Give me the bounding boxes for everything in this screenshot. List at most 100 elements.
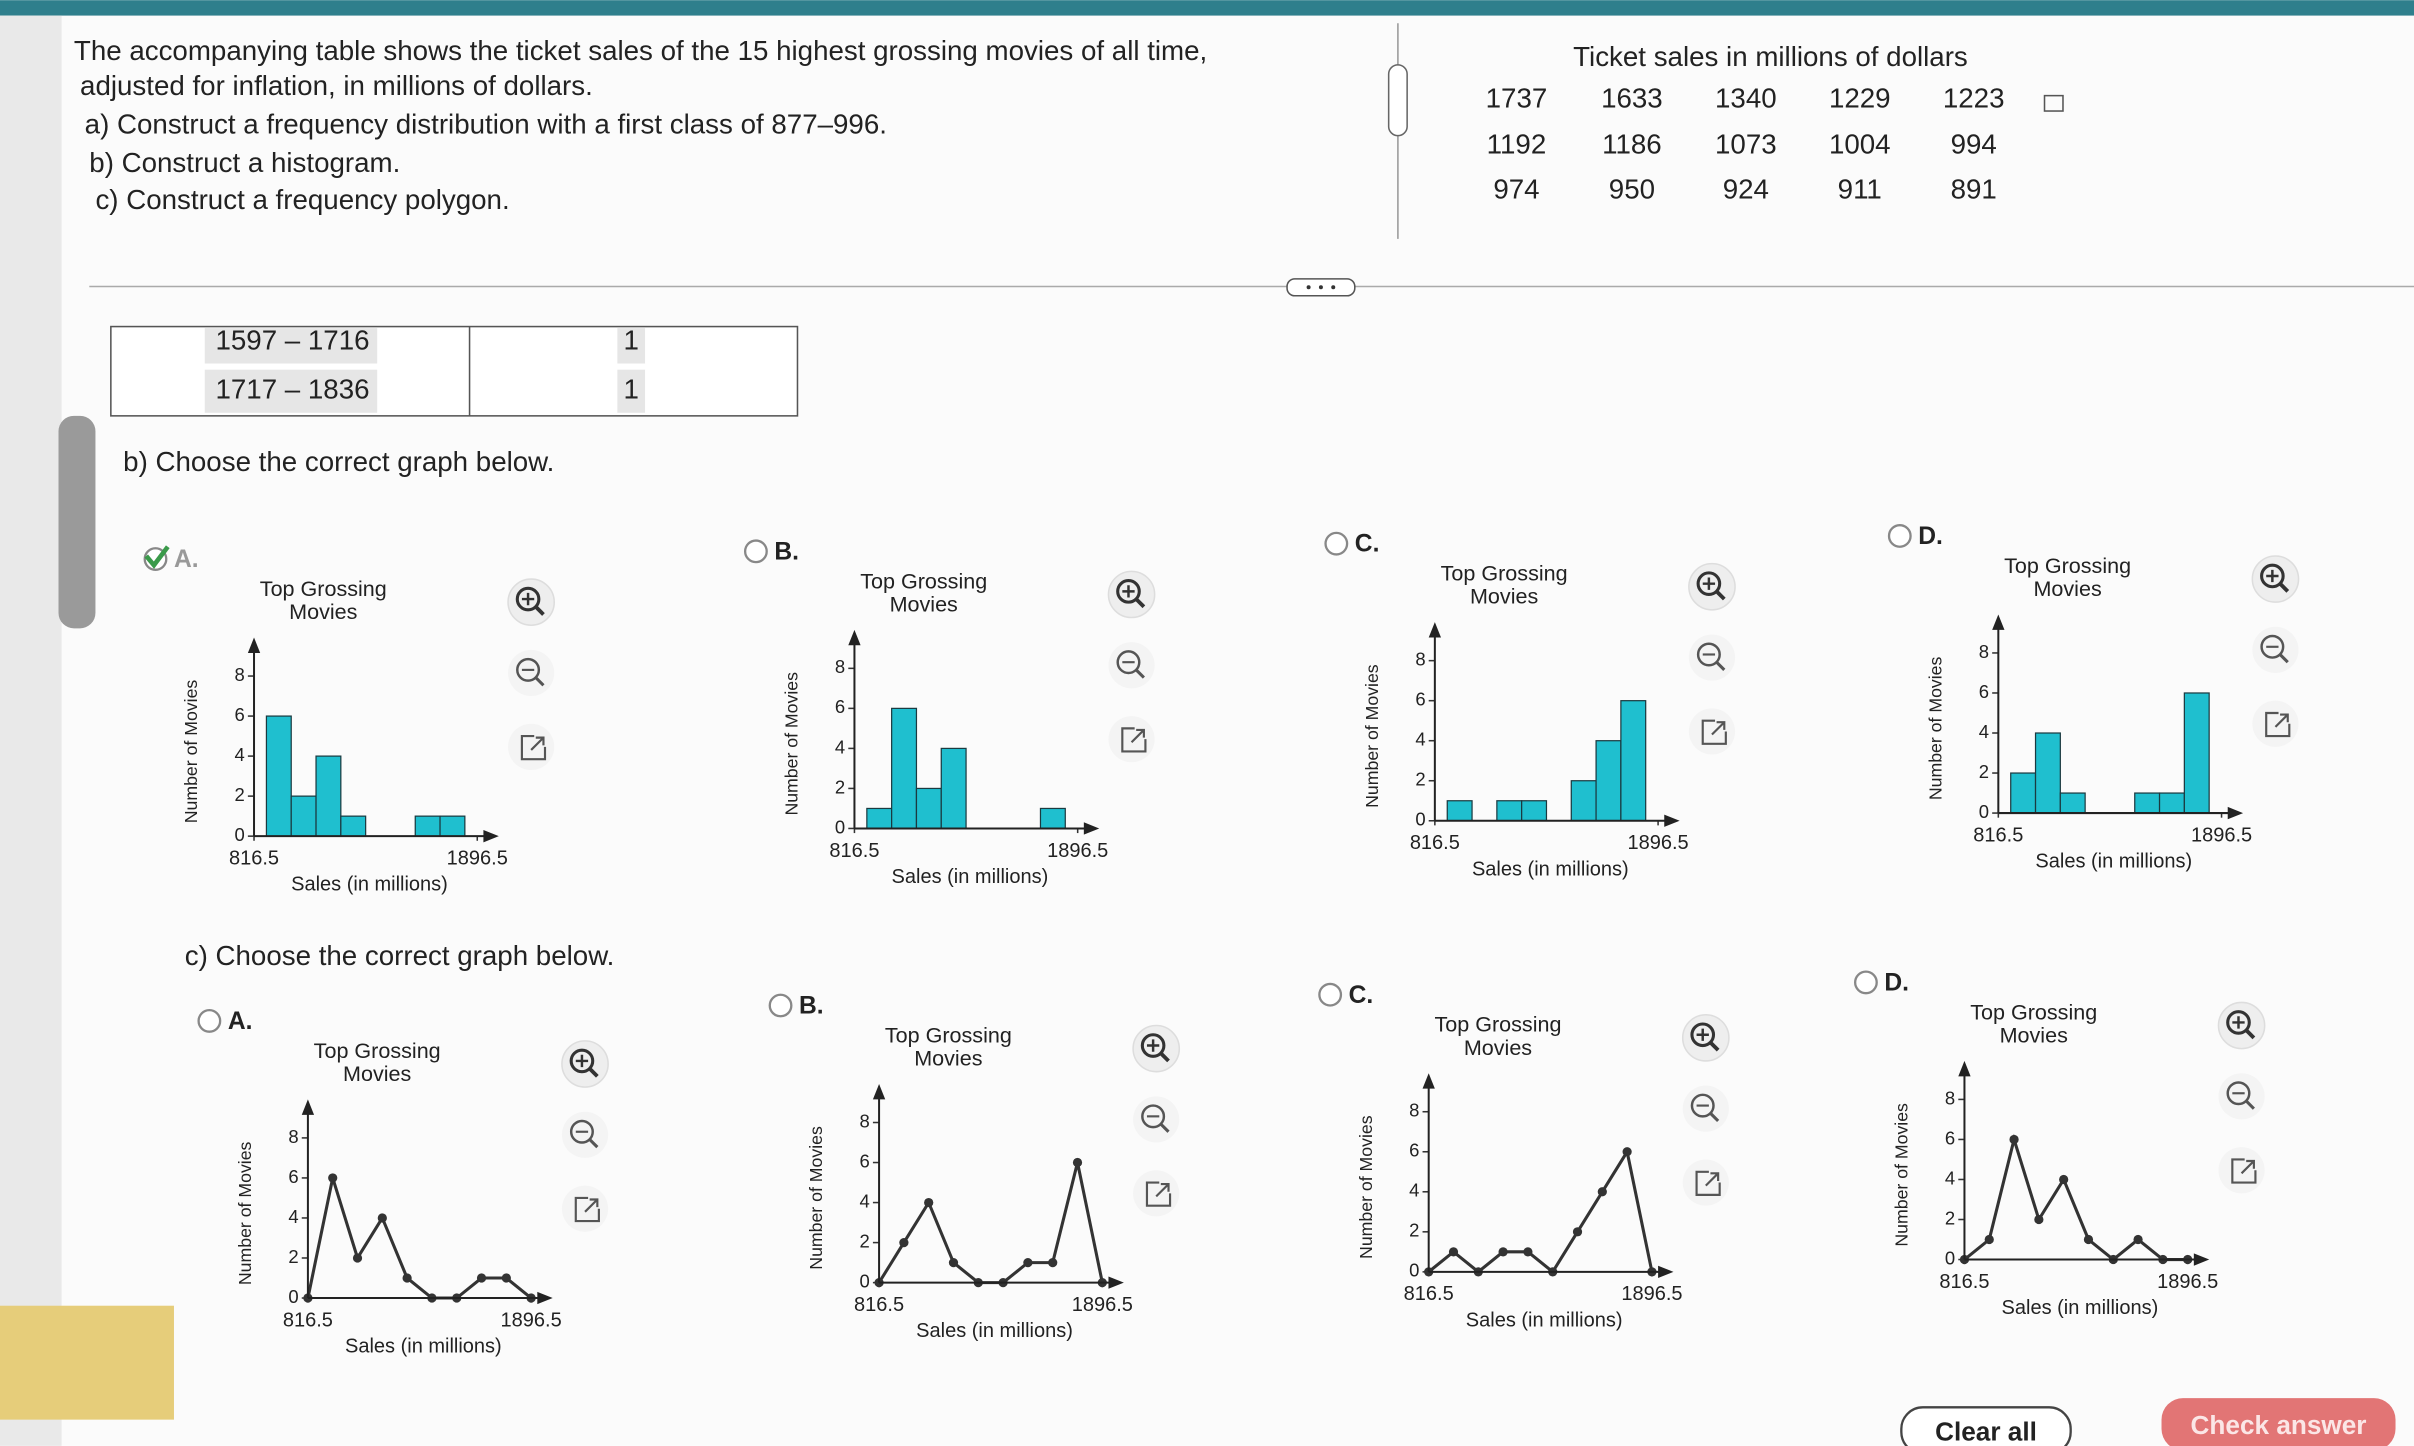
radio[interactable] [1887,524,1912,548]
popout-button[interactable] [561,1185,609,1232]
handle [588,1138,599,1149]
zoom-in-button[interactable] [2251,555,2300,603]
plus [521,592,535,606]
popout-button[interactable] [2218,1147,2265,1194]
zoom-in-button[interactable] [1688,562,1736,611]
y-tick-label: 4 [1945,1167,1955,1188]
y-tick-label: 2 [235,784,245,805]
point [2133,1234,2143,1245]
problem-line: adjusted for inflation, in millions of d… [80,70,593,101]
x-tick-label: 1896.5 [1072,1294,1133,1316]
y-tick-label: 2 [1945,1207,1955,1228]
radio[interactable] [197,1008,222,1033]
table-cell: 994 [1951,129,1997,160]
y-tick-label: 0 [860,1270,870,1291]
radio[interactable] [1324,531,1349,556]
chart-title-box: Top Grossing Movies [2004,554,2131,599]
zoom-out-button[interactable] [2252,626,2299,673]
table-cell: 1073 [1715,129,1777,160]
zoom-in-button[interactable] [2217,1001,2266,1050]
lens [1116,650,1141,675]
copy-icon[interactable] [2043,94,2064,112]
check-label[interactable]: Check answer [2191,1410,2367,1440]
y-tick-label: 4 [860,1190,870,1211]
problem-line: The accompanying table shows the ticket … [74,35,1207,66]
y-tick-label: 0 [1409,1260,1419,1281]
arrow [1422,1073,1435,1089]
scrollbar[interactable] [58,415,96,629]
lens [2226,1081,2251,1106]
radio[interactable] [1853,970,1878,995]
option-letter[interactable]: B. [799,993,824,1020]
option-letter[interactable]: B. [774,538,799,565]
x-tick-label: 816.5 [1410,832,1460,854]
option-letter[interactable]: A. [174,546,199,573]
point [2059,1174,2069,1185]
polygon-line [1963,1133,2188,1262]
zoom-out-button[interactable] [561,1111,609,1158]
option-letter[interactable]: C. [1355,531,1380,558]
bar [2010,772,2037,814]
x-axis-label: Sales (in millions) [345,1336,502,1358]
point [924,1197,934,1208]
handle [588,1067,599,1078]
zoom-in-button[interactable] [561,1040,609,1088]
resize-handle[interactable] [1387,64,1408,137]
y-tick-label: 8 [288,1126,298,1147]
radio[interactable] [743,539,768,564]
table-cell: 1737 [1486,83,1548,114]
y-tick-label: 0 [1415,809,1425,830]
plus [1146,1039,1160,1052]
popout [1695,1170,1721,1196]
bar [1595,740,1622,822]
zoom-out-button[interactable] [1108,642,1155,689]
clear-button[interactable] [1900,1406,2072,1446]
popout-button[interactable] [1682,1159,1729,1206]
y-tick-label: 2 [1409,1220,1419,1241]
zoom-out-button[interactable] [2218,1073,2265,1120]
point [1572,1227,1583,1237]
arrow [483,829,499,843]
popout-button[interactable] [508,723,555,770]
x-axis-label: Sales (in millions) [916,1320,1073,1342]
point [402,1273,412,1283]
chart-title-box: Top Grossing Movies [860,570,987,615]
y-tick-label: 6 [1409,1140,1419,1161]
y-tick-label: 0 [1979,801,1989,822]
zoom-out-button[interactable] [1688,634,1736,681]
zoom-in-button[interactable] [507,578,556,627]
radio[interactable] [768,993,793,1018]
y-tick-label: 4 [235,744,245,765]
zoom-in-button[interactable] [1681,1013,1730,1062]
lens [569,1048,595,1074]
zoom-out-button[interactable] [1682,1085,1729,1132]
table-cell: 1186 [1602,129,1662,160]
popout-button[interactable] [1108,716,1155,763]
option-letter[interactable]: A. [228,1008,253,1035]
handle [1134,597,1146,609]
option-letter[interactable]: C. [1349,982,1374,1009]
zoom-in-button[interactable] [1132,1024,1181,1073]
radio[interactable] [1318,982,1343,1007]
zoom-in-button[interactable] [1107,570,1156,619]
y-tick-label: 4 [288,1206,298,1227]
popout-button[interactable] [1133,1170,1180,1217]
point [1523,1247,1533,1257]
clear-label[interactable]: Clear all [1935,1416,2037,1446]
point [1622,1147,1632,1157]
bar [2059,792,2086,814]
zoom-out-button[interactable] [508,649,555,697]
x-axis-label: Sales (in millions) [2035,851,2192,873]
arrow [1958,1060,1971,1077]
cell-shade [617,328,646,364]
x-tick-label: 1896.5 [2191,824,2252,846]
option-letter[interactable]: D. [1884,969,1909,996]
part-b-prompt: b) Choose the correct graph below. [123,446,554,477]
popout-button[interactable] [2252,700,2299,747]
option-letter[interactable]: D. [1918,523,1943,550]
popout-button[interactable] [1688,708,1736,755]
zoom-out-button[interactable] [1133,1096,1180,1143]
check-button[interactable] [2161,1398,2396,1446]
popout [2231,1158,2257,1184]
